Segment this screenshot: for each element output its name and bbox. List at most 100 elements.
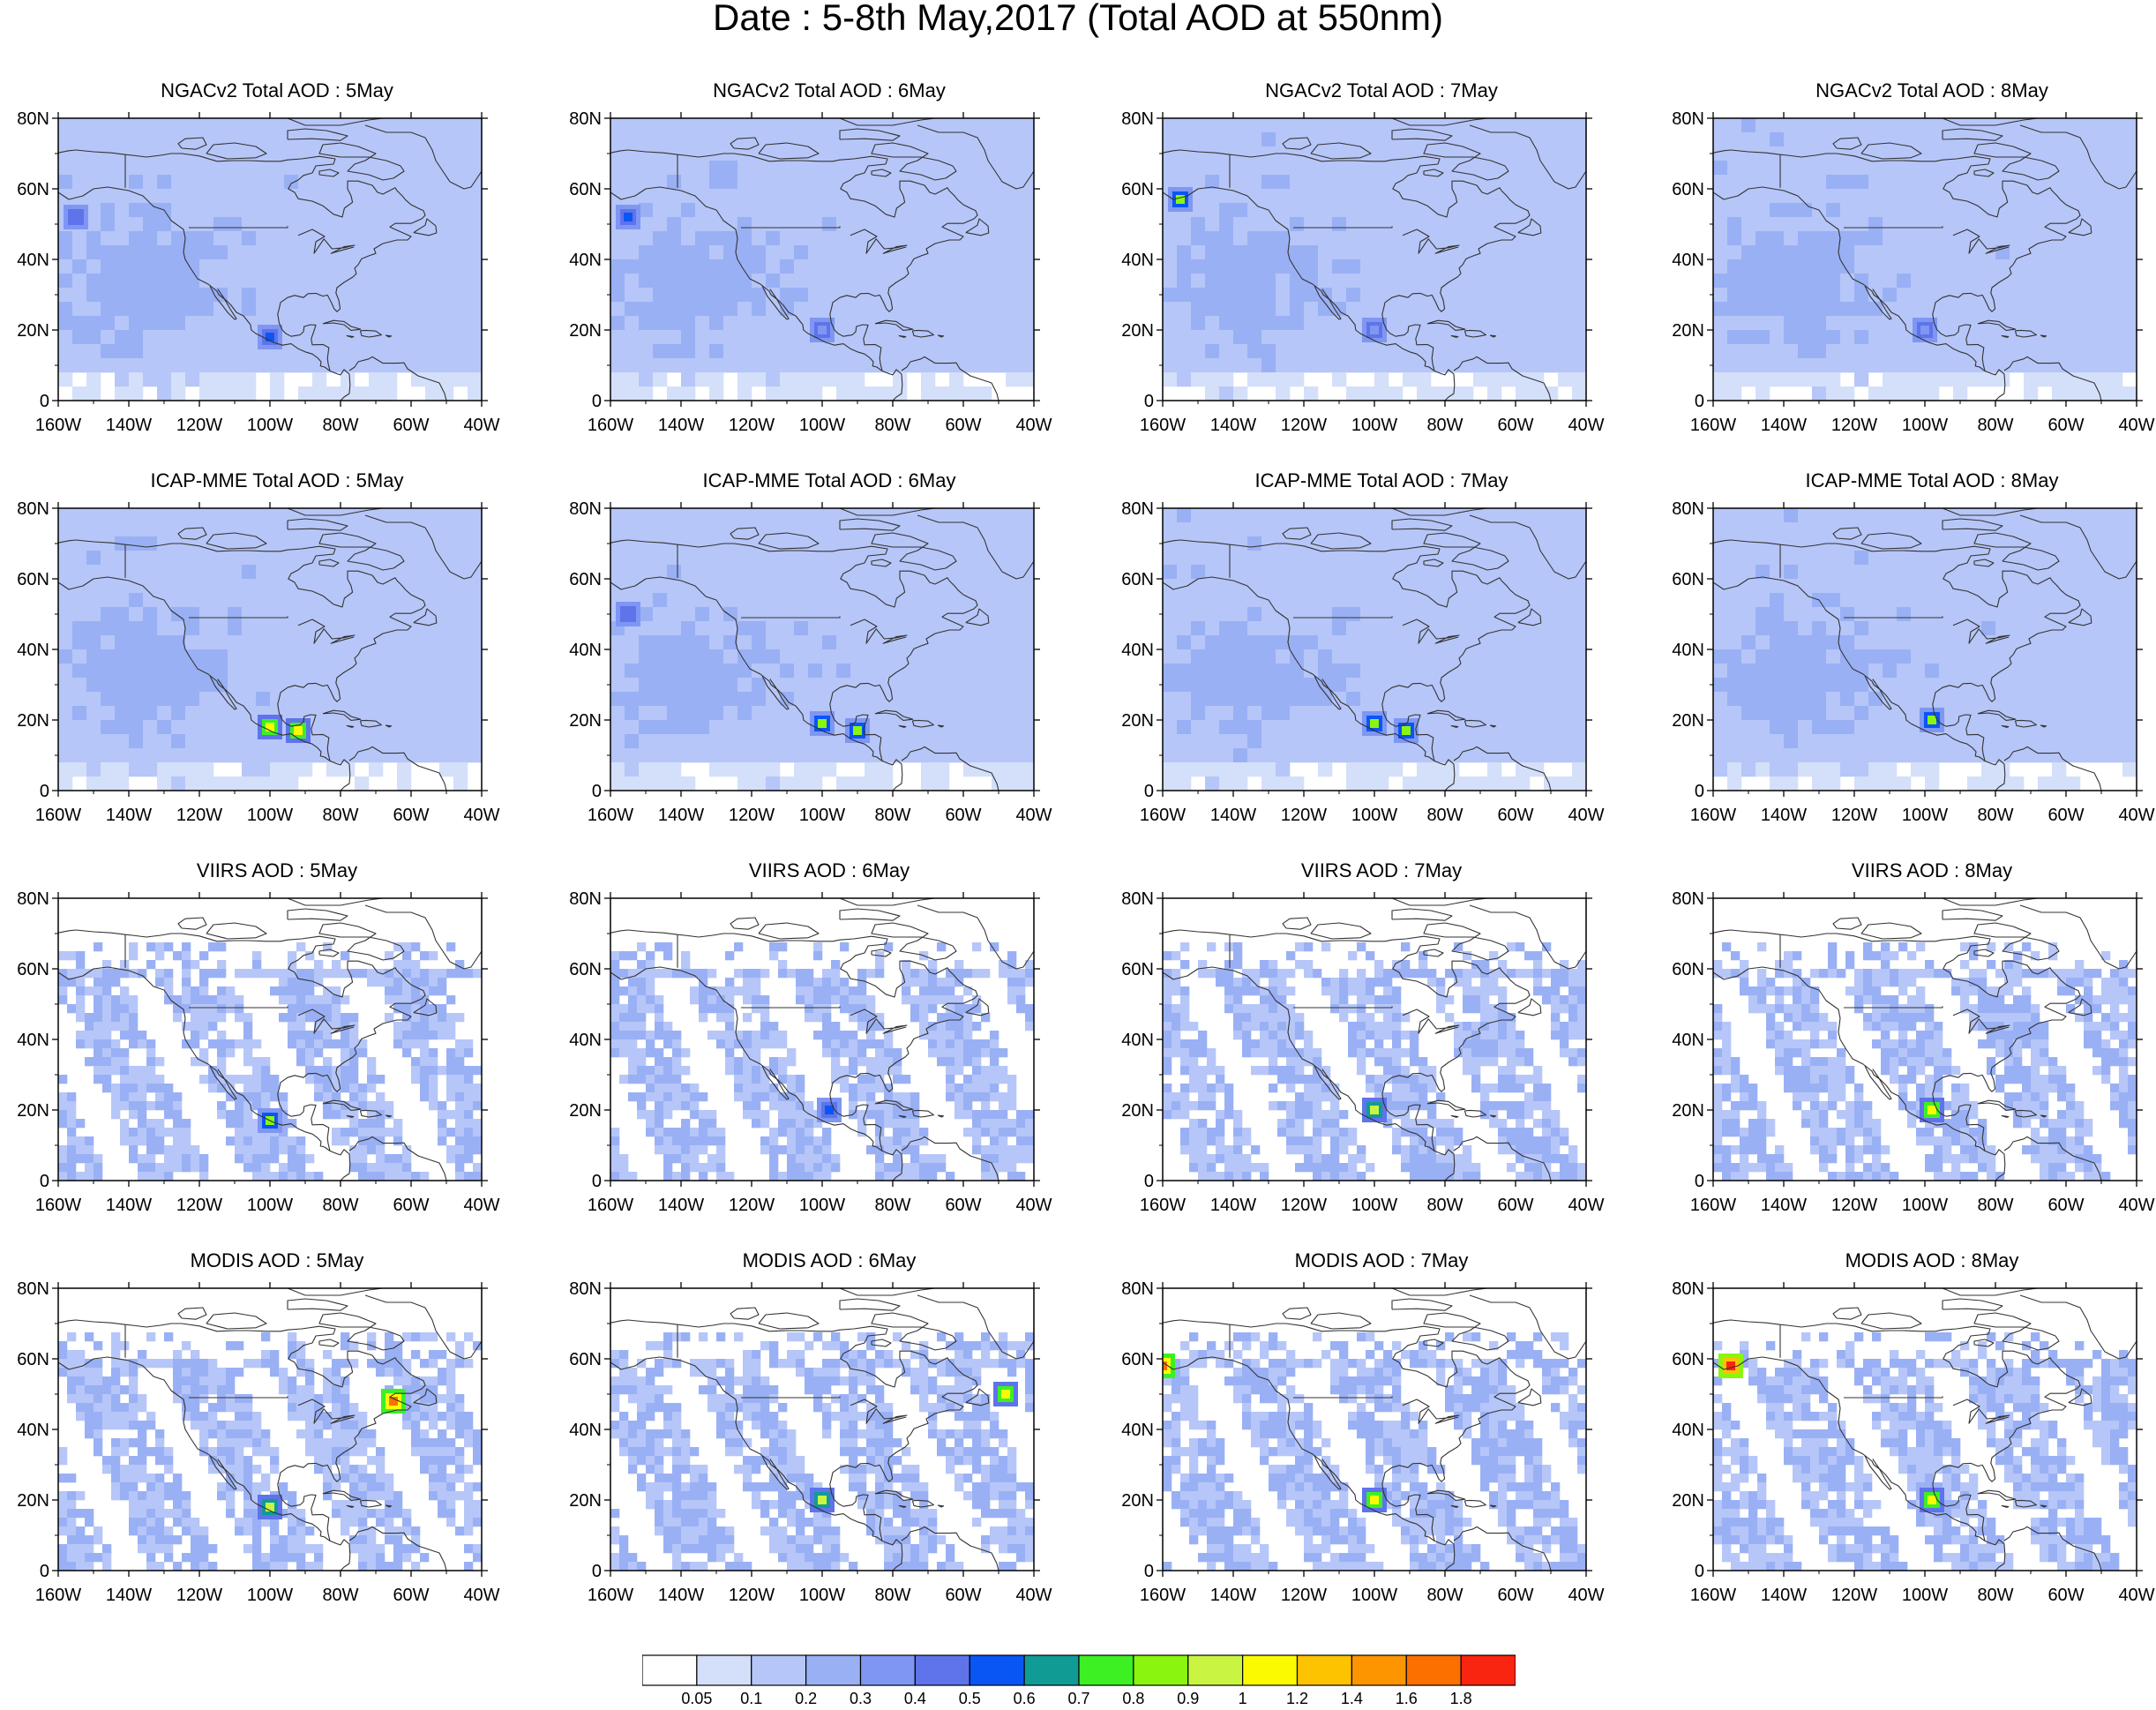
lat-tick-label: 20N (1672, 1491, 1704, 1511)
lat-tick-label: 80N (569, 499, 602, 519)
lat-tick-label: 80N (17, 889, 49, 909)
lon-tick-label: 140W (658, 416, 704, 435)
panel-title: MODIS AOD : 6May (742, 1249, 917, 1271)
lon-tick-label: 120W (1281, 806, 1327, 825)
aod-hotspot (286, 718, 311, 743)
aod-field (1713, 508, 2137, 791)
aod-hotspot (258, 715, 282, 739)
lon-tick-label: 60W (1497, 1586, 1533, 1605)
lon-tick-label: 60W (1497, 1196, 1533, 1215)
colorbar-label: 0.7 (1067, 1690, 1089, 1707)
lat-tick-label: 20N (1121, 1491, 1154, 1511)
lon-tick-label: 40W (463, 1586, 499, 1605)
lat-tick-label: 0 (592, 392, 602, 411)
lon-tick-label: 80W (874, 1196, 910, 1215)
map-plot: 80N 60N 40N 20N 0 160W 140W 120W 100W 80W 60W 40W (17, 499, 499, 825)
lat-tick-label: 0 (1144, 392, 1154, 411)
lat-tick-label: 80N (1121, 1279, 1154, 1299)
lon-tick-label: 140W (1761, 416, 1807, 435)
lat-tick-label: 40N (17, 1421, 49, 1440)
lat-tick-label: 60N (1672, 1350, 1704, 1369)
lon-tick-label: 40W (1015, 1586, 1052, 1605)
aod-hotspot (845, 718, 870, 743)
lat-tick-label: 0 (1695, 1562, 1704, 1581)
lat-tick-label: 40N (1121, 251, 1154, 270)
panel-title: VIIRS AOD : 7May (1300, 859, 1463, 881)
colorbar-swatch (751, 1654, 807, 1686)
lat-tick-label: 80N (569, 1279, 602, 1299)
panel-title: ICAP-MME Total AOD : 8May (1805, 469, 2059, 491)
lon-tick-label: 80W (1426, 1586, 1463, 1605)
map-plot: 80N 60N 40N 20N 0 160W 140W 120W 100W 80W 60W 40W (569, 889, 1052, 1215)
panel-title: MODIS AOD : 7May (1294, 1249, 1469, 1271)
aod-field (610, 898, 1034, 1181)
lon-tick-label: 120W (1831, 1586, 1877, 1605)
coastline (1163, 508, 1586, 791)
aod-hotspot (1920, 1098, 1944, 1122)
coastline (610, 118, 1034, 401)
lat-tick-label: 0 (1695, 1172, 1704, 1191)
coastline (610, 898, 1034, 1181)
colorbar-label: 1.6 (1396, 1690, 1418, 1707)
lat-tick-label: 80N (1672, 499, 1704, 519)
lon-tick-label: 40W (2118, 416, 2154, 435)
lon-tick-label: 140W (1210, 1196, 1256, 1215)
lat-tick-label: 0 (592, 782, 602, 801)
lat-tick-label: 20N (1121, 1101, 1154, 1121)
aod-hotspot (258, 325, 282, 349)
lat-tick-label: 20N (1121, 321, 1154, 341)
lon-tick-label: 100W (799, 416, 845, 435)
map-plot: 80N 60N 40N 20N 0 160W 140W 120W 100W 80W 60W 40W (1121, 889, 1604, 1215)
lon-tick-label: 120W (1831, 1196, 1877, 1215)
lat-tick-label: 0 (592, 1562, 602, 1581)
panel-title: NGACv2 Total AOD : 6May (713, 79, 946, 101)
map-plot: 80N 60N 40N 20N 0 160W 140W 120W 100W 80W 60W 40W (1672, 499, 2154, 825)
lon-tick-label: 100W (1351, 1586, 1397, 1605)
lat-tick-label: 80N (1672, 109, 1704, 129)
colorbar-swatch (1460, 1654, 1516, 1686)
lat-tick-label: 20N (1121, 711, 1154, 731)
map-panel: VIIRS AOD : 6May 80N 60N 40N 20N 0 160W 140W 120… (552, 859, 1106, 1256)
lat-tick-label: 40N (1121, 1031, 1154, 1050)
lat-tick-label: 0 (1695, 392, 1704, 411)
aod-hotspot (993, 1382, 1018, 1406)
aod-hotspot (1394, 718, 1419, 743)
colorbar-swatch (1242, 1654, 1299, 1686)
lat-tick-label: 40N (1121, 641, 1154, 660)
lon-tick-label: 160W (588, 1586, 633, 1605)
aod-hotspot (616, 602, 640, 626)
lon-tick-label: 140W (658, 1586, 704, 1605)
colorbar-label: 1 (1239, 1690, 1247, 1707)
aod-hotspot (1718, 1354, 1743, 1378)
lat-tick-label: 60N (569, 570, 602, 589)
aod-hotspot (1362, 318, 1387, 342)
lon-tick-label: 60W (1497, 806, 1533, 825)
lon-tick-label: 80W (322, 1586, 358, 1605)
aod-field (1163, 898, 1586, 1181)
lon-tick-label: 80W (1977, 1196, 2013, 1215)
colorbar-label: 0.9 (1177, 1690, 1199, 1707)
lat-tick-label: 80N (1121, 889, 1154, 909)
aod-field (58, 1288, 482, 1571)
map-panel: ICAP-MME Total AOD : 5May 80N 60N 40N 20N 0 16… (0, 469, 554, 866)
coastline (58, 1288, 482, 1571)
lat-tick-label: 60N (17, 1350, 49, 1369)
lon-tick-label: 120W (729, 1196, 775, 1215)
lat-tick-label: 60N (17, 960, 49, 979)
lat-tick-label: 20N (17, 711, 49, 731)
lon-tick-label: 80W (874, 1586, 910, 1605)
lon-tick-label: 40W (2118, 1586, 2154, 1605)
coastline (58, 118, 482, 401)
aod-field (58, 508, 482, 791)
map-panel: VIIRS AOD : 7May 80N 60N 40N 20N 0 160W 140W 120… (1104, 859, 1658, 1256)
map-panel: ICAP-MME Total AOD : 6May 80N 60N 40N 20N 0 16… (552, 469, 1106, 866)
colorbar-swatch (859, 1654, 916, 1686)
coastline (58, 508, 482, 791)
lat-tick-label: 40N (569, 1421, 602, 1440)
lon-tick-label: 40W (463, 416, 499, 435)
lat-tick-label: 60N (1672, 570, 1704, 589)
lon-tick-label: 80W (1426, 416, 1463, 435)
aod-field (610, 508, 1034, 791)
coastline (1713, 118, 2137, 401)
lat-tick-label: 20N (569, 1101, 602, 1121)
